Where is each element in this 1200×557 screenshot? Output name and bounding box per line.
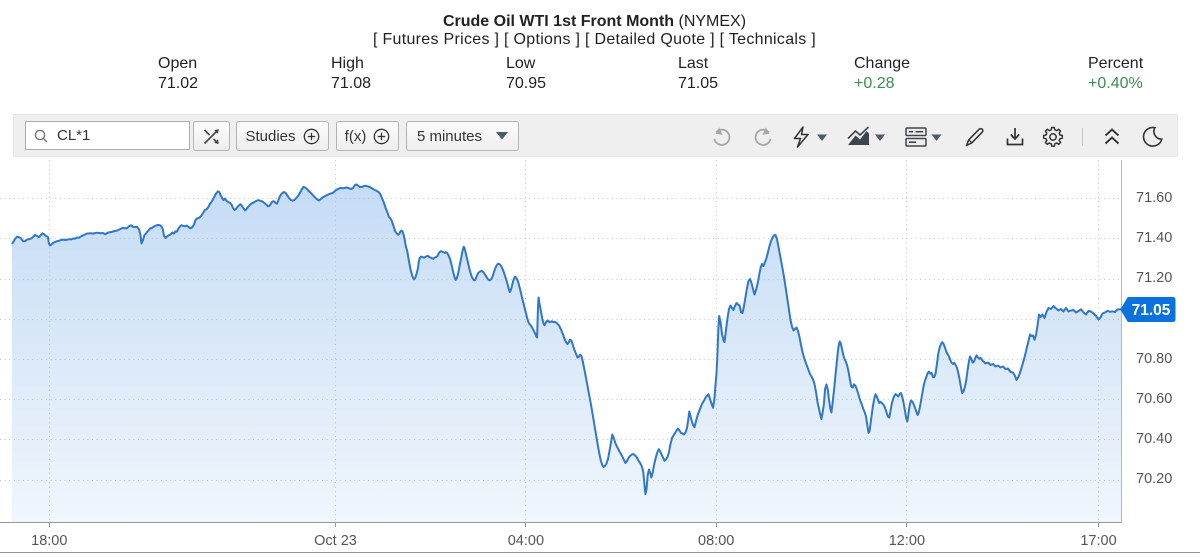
svg-text:71.05: 71.05 xyxy=(1132,302,1171,319)
